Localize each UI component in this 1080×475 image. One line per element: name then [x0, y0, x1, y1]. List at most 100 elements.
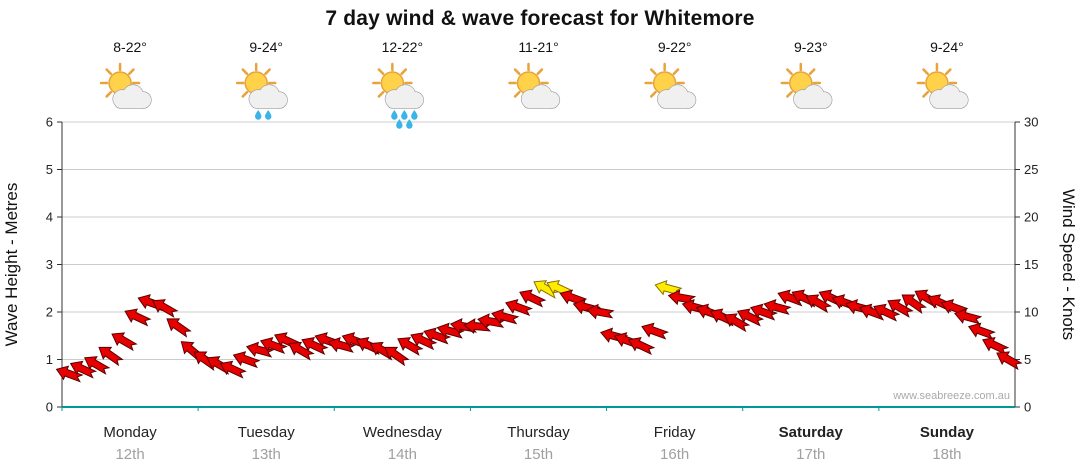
cloud [931, 98, 966, 108]
cloud [251, 98, 286, 108]
sun-ray [922, 90, 929, 98]
wave-tick-label: 2 [46, 305, 53, 320]
sun-ray [241, 68, 249, 76]
temperature-range-label: 9-24° [930, 39, 964, 55]
day-label: Monday [103, 424, 157, 441]
wind-arrow [996, 351, 1023, 371]
wind-arrow [982, 337, 1010, 355]
temperature-range-label: 9-24° [249, 39, 283, 55]
wave-tick-label: 5 [46, 162, 53, 177]
wind-arrow [259, 336, 288, 354]
cloud [115, 98, 150, 108]
sun-ray [264, 68, 271, 76]
rain-drop [255, 110, 262, 120]
wind-arrow [301, 337, 329, 355]
wind-arrow [124, 308, 152, 327]
day-label: Thursday [507, 424, 570, 441]
wind-tick-label: 20 [1024, 210, 1038, 225]
rain-drop [401, 110, 408, 120]
wind-tick-label: 25 [1024, 162, 1038, 177]
wind-arrow [628, 337, 656, 355]
wind-arrow [83, 356, 111, 375]
cloud [387, 98, 422, 108]
wind-axis-title: Wind Speed - Knots [1059, 189, 1078, 340]
sun-ray [377, 90, 385, 98]
sun-cloud-icon [99, 62, 152, 109]
date-label: 18th [932, 446, 961, 463]
cloud [659, 98, 694, 108]
wave-tick-label: 6 [46, 115, 53, 130]
sun-ray [105, 68, 113, 76]
sun-ray [649, 90, 657, 98]
sun-ray [536, 68, 544, 76]
sun-ray [786, 68, 793, 76]
sun-ray [241, 90, 249, 98]
wind-arrow [887, 299, 914, 318]
wind-arrow [246, 341, 275, 358]
wind-arrow [232, 351, 261, 369]
watermark: www.seabreeze.com.au [893, 390, 1010, 402]
day-label: Friday [654, 424, 696, 441]
sun-ray [649, 68, 657, 76]
wave-tick-label: 1 [46, 352, 53, 367]
date-label: 13th [252, 446, 281, 463]
sun-ray [105, 90, 113, 98]
sun-ray [808, 68, 816, 76]
temperature-range-label: 12-22° [382, 39, 423, 55]
rain-drop [396, 119, 403, 129]
wind-arrow [954, 308, 983, 325]
wave-axis-title: Wave Height - Metres [2, 183, 21, 347]
wind-tick-label: 15 [1024, 257, 1038, 272]
wind-arrow [384, 346, 410, 367]
sun-cloud-icon [916, 62, 969, 109]
sun-ray [922, 68, 929, 76]
temperature-range-label: 9-22° [658, 39, 692, 55]
wind-arrow [166, 318, 192, 338]
wind-arrow [736, 308, 765, 327]
wind-arrow [111, 332, 138, 352]
wind-arrow [410, 332, 438, 351]
wind-tick-label: 0 [1024, 400, 1031, 415]
sun-ray [944, 68, 952, 76]
wave-tick-label: 3 [46, 257, 53, 272]
sun-ray [513, 68, 521, 76]
day-label: Wednesday [363, 424, 442, 441]
temperature-range-label: 9-23° [794, 39, 828, 55]
sun-ray [400, 68, 408, 76]
sun-cloud-drizzle-icon [235, 62, 288, 120]
wind-arrow [967, 322, 996, 340]
wind-arrow [98, 346, 124, 367]
sun-ray [786, 90, 793, 98]
wind-arrow [397, 337, 424, 356]
wind-arrow [641, 322, 670, 340]
rain-drop [406, 119, 413, 129]
wave-tick-label: 0 [46, 400, 53, 415]
temperature-range-label: 8-22° [113, 39, 147, 55]
sun-cloud-icon [644, 62, 697, 109]
wind-tick-label: 30 [1024, 115, 1038, 130]
wind-arrow [750, 303, 778, 321]
wind-arrow [586, 303, 615, 320]
wind-arrow [763, 298, 792, 315]
wind-arrow [519, 289, 547, 308]
wave-tick-label: 4 [46, 210, 53, 225]
sun-ray [672, 68, 680, 76]
wind-arrow [505, 298, 533, 316]
wind-arrow [805, 294, 833, 314]
wind-arrow [901, 294, 927, 314]
wind-arrow [55, 365, 84, 383]
sun-ray [128, 68, 135, 76]
wind-arrow [436, 322, 465, 339]
date-label: 15th [524, 446, 553, 463]
wind-arrow [219, 360, 247, 379]
rain-drop [265, 110, 272, 120]
day-label: Saturday [779, 424, 844, 441]
date-label: 12th [115, 446, 144, 463]
wind-arrow [667, 289, 697, 306]
wind-arrow [288, 341, 315, 361]
wind-arrow [327, 336, 356, 353]
sun-cloud-icon [508, 62, 561, 109]
rain-drop [391, 110, 398, 120]
